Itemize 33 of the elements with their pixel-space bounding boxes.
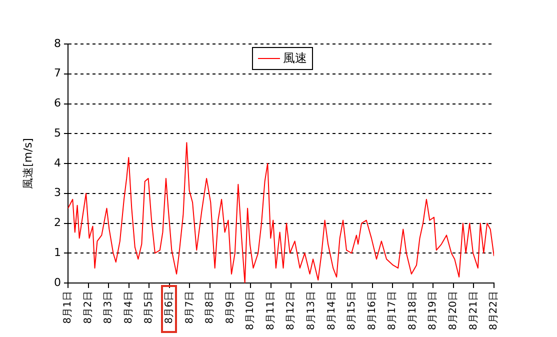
y-tick-label: 8: [54, 36, 61, 50]
x-tick-label: 8月17日: [387, 291, 398, 330]
legend-label: 風速: [283, 50, 307, 67]
x-tick-label: 8月2日: [82, 291, 94, 324]
x-tick-label: 8月18日: [407, 291, 418, 330]
y-tick-label: 7: [54, 66, 61, 80]
x-tick-label: 8月10日: [245, 291, 256, 330]
x-tick-label: 8月16日: [366, 291, 378, 330]
x-tick-label: 8月14日: [326, 291, 338, 330]
x-tick-label: 8月12日: [286, 291, 297, 330]
x-tick-label: 8月5日: [144, 291, 155, 324]
x-tick-label: 8月22日: [488, 291, 500, 330]
y-tick-label: 0: [54, 276, 61, 289]
y-tick-label: 6: [54, 96, 61, 110]
y-axis-title: 風速[m/s]: [21, 138, 34, 189]
y-tick-label: 2: [54, 216, 61, 230]
x-tick-label: 8月1日: [62, 291, 74, 324]
x-tick-label: 8月7日: [184, 291, 196, 324]
y-tick-label: 1: [54, 246, 61, 259]
x-tick-label: 8月20日: [448, 291, 460, 330]
x-tick-label: 8月13日: [306, 291, 318, 330]
x-tick-label: 8月3日: [103, 291, 114, 324]
y-tick-label: 5: [54, 126, 61, 140]
x-tick-label: 8月9日: [224, 291, 236, 324]
x-tick-label: 8月8日: [204, 291, 216, 324]
x-tick-label: 8月6日: [164, 291, 176, 324]
y-tick-label: 4: [54, 156, 61, 170]
x-tick-label: 8月15日: [346, 291, 358, 330]
x-tick-label: 8月19日: [428, 291, 439, 330]
x-tick-label: 8月21日: [468, 291, 480, 330]
y-tick-label: 3: [54, 186, 61, 200]
x-tick-label: 8月11日: [265, 291, 276, 330]
x-tick-label: 8月4日: [123, 291, 134, 324]
